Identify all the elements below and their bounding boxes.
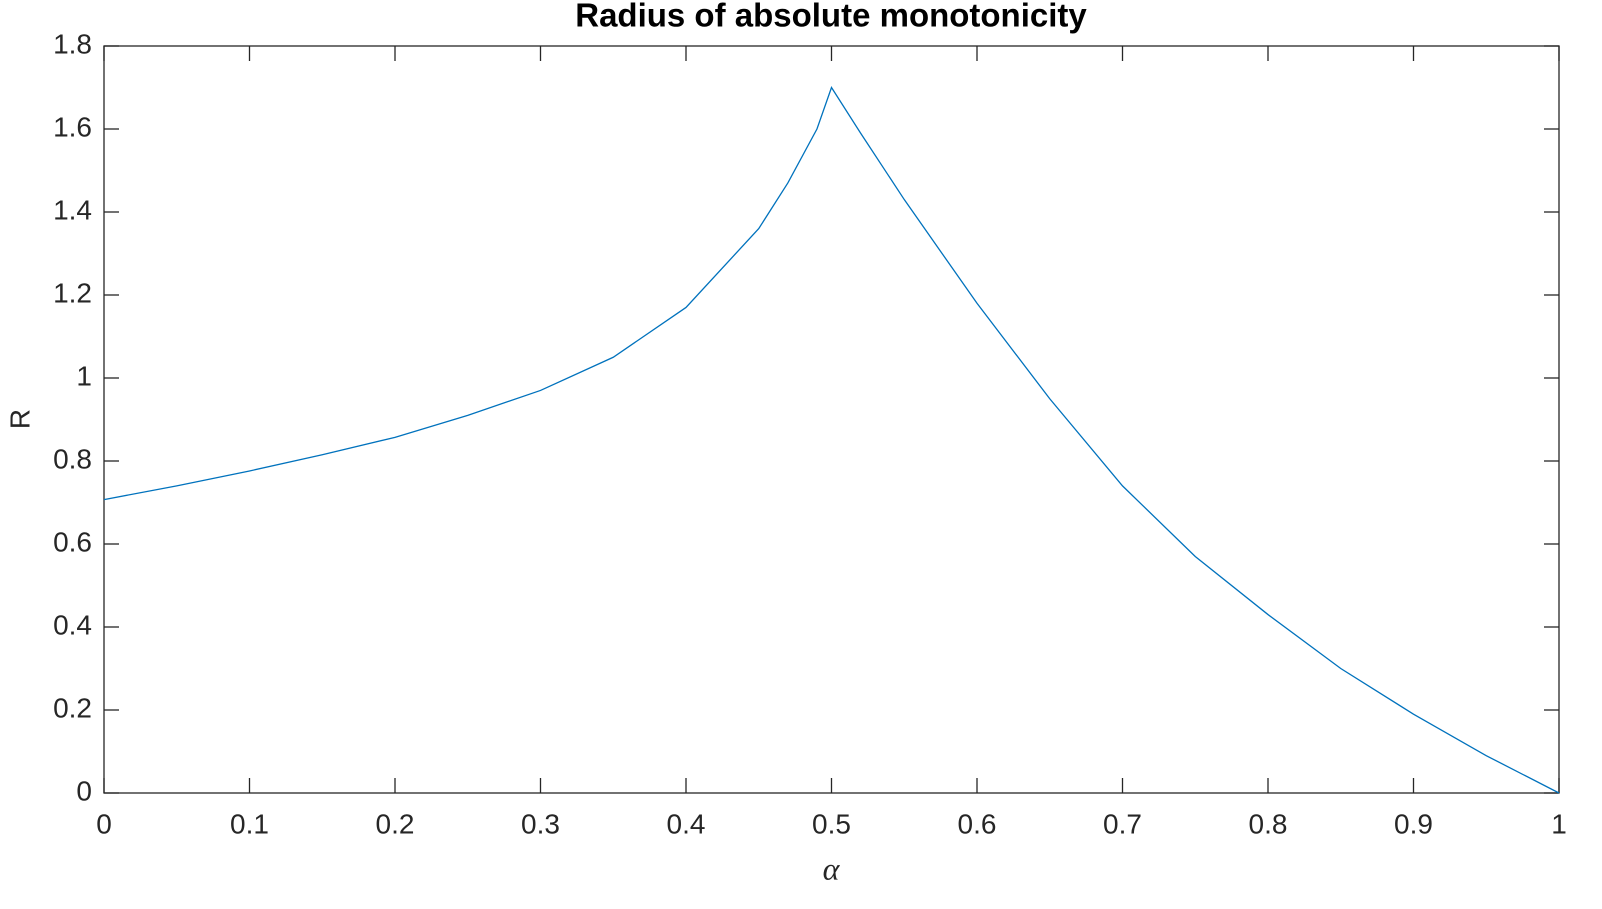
y-tick-label: 1.6 xyxy=(53,111,92,142)
x-tick-label: 0.7 xyxy=(1103,808,1142,839)
y-tick-label: 0.8 xyxy=(53,443,92,474)
x-tick-label: 0 xyxy=(96,808,112,839)
x-tick-label: 0.9 xyxy=(1394,808,1433,839)
y-tick-label: 1.8 xyxy=(53,28,92,59)
x-tick-label: 0.4 xyxy=(667,808,706,839)
y-tick-label: 0.4 xyxy=(53,609,92,640)
y-tick-label: 0.6 xyxy=(53,526,92,557)
x-tick-label: 0.3 xyxy=(521,808,560,839)
y-tick-label: 0.2 xyxy=(53,692,92,723)
chart-title: Radius of absolute monotonicity xyxy=(575,0,1087,34)
x-axis-label: α xyxy=(823,850,841,886)
data-line xyxy=(103,86,1560,794)
x-tick-label: 0.8 xyxy=(1249,808,1288,839)
x-tick-label: 1 xyxy=(1551,808,1567,839)
y-tick-label: 0 xyxy=(76,775,92,806)
y-tick-label: 1 xyxy=(76,360,92,391)
x-tick-label: 0.5 xyxy=(812,808,851,839)
y-tick-label: 1.4 xyxy=(53,194,92,225)
y-tick-label: 1.2 xyxy=(53,277,92,308)
y-axis-label: R xyxy=(4,409,35,429)
x-tick-label: 0.1 xyxy=(230,808,269,839)
x-tick-label: 0.2 xyxy=(376,808,415,839)
axes-box xyxy=(103,45,1560,794)
x-tick-label: 0.6 xyxy=(958,808,997,839)
